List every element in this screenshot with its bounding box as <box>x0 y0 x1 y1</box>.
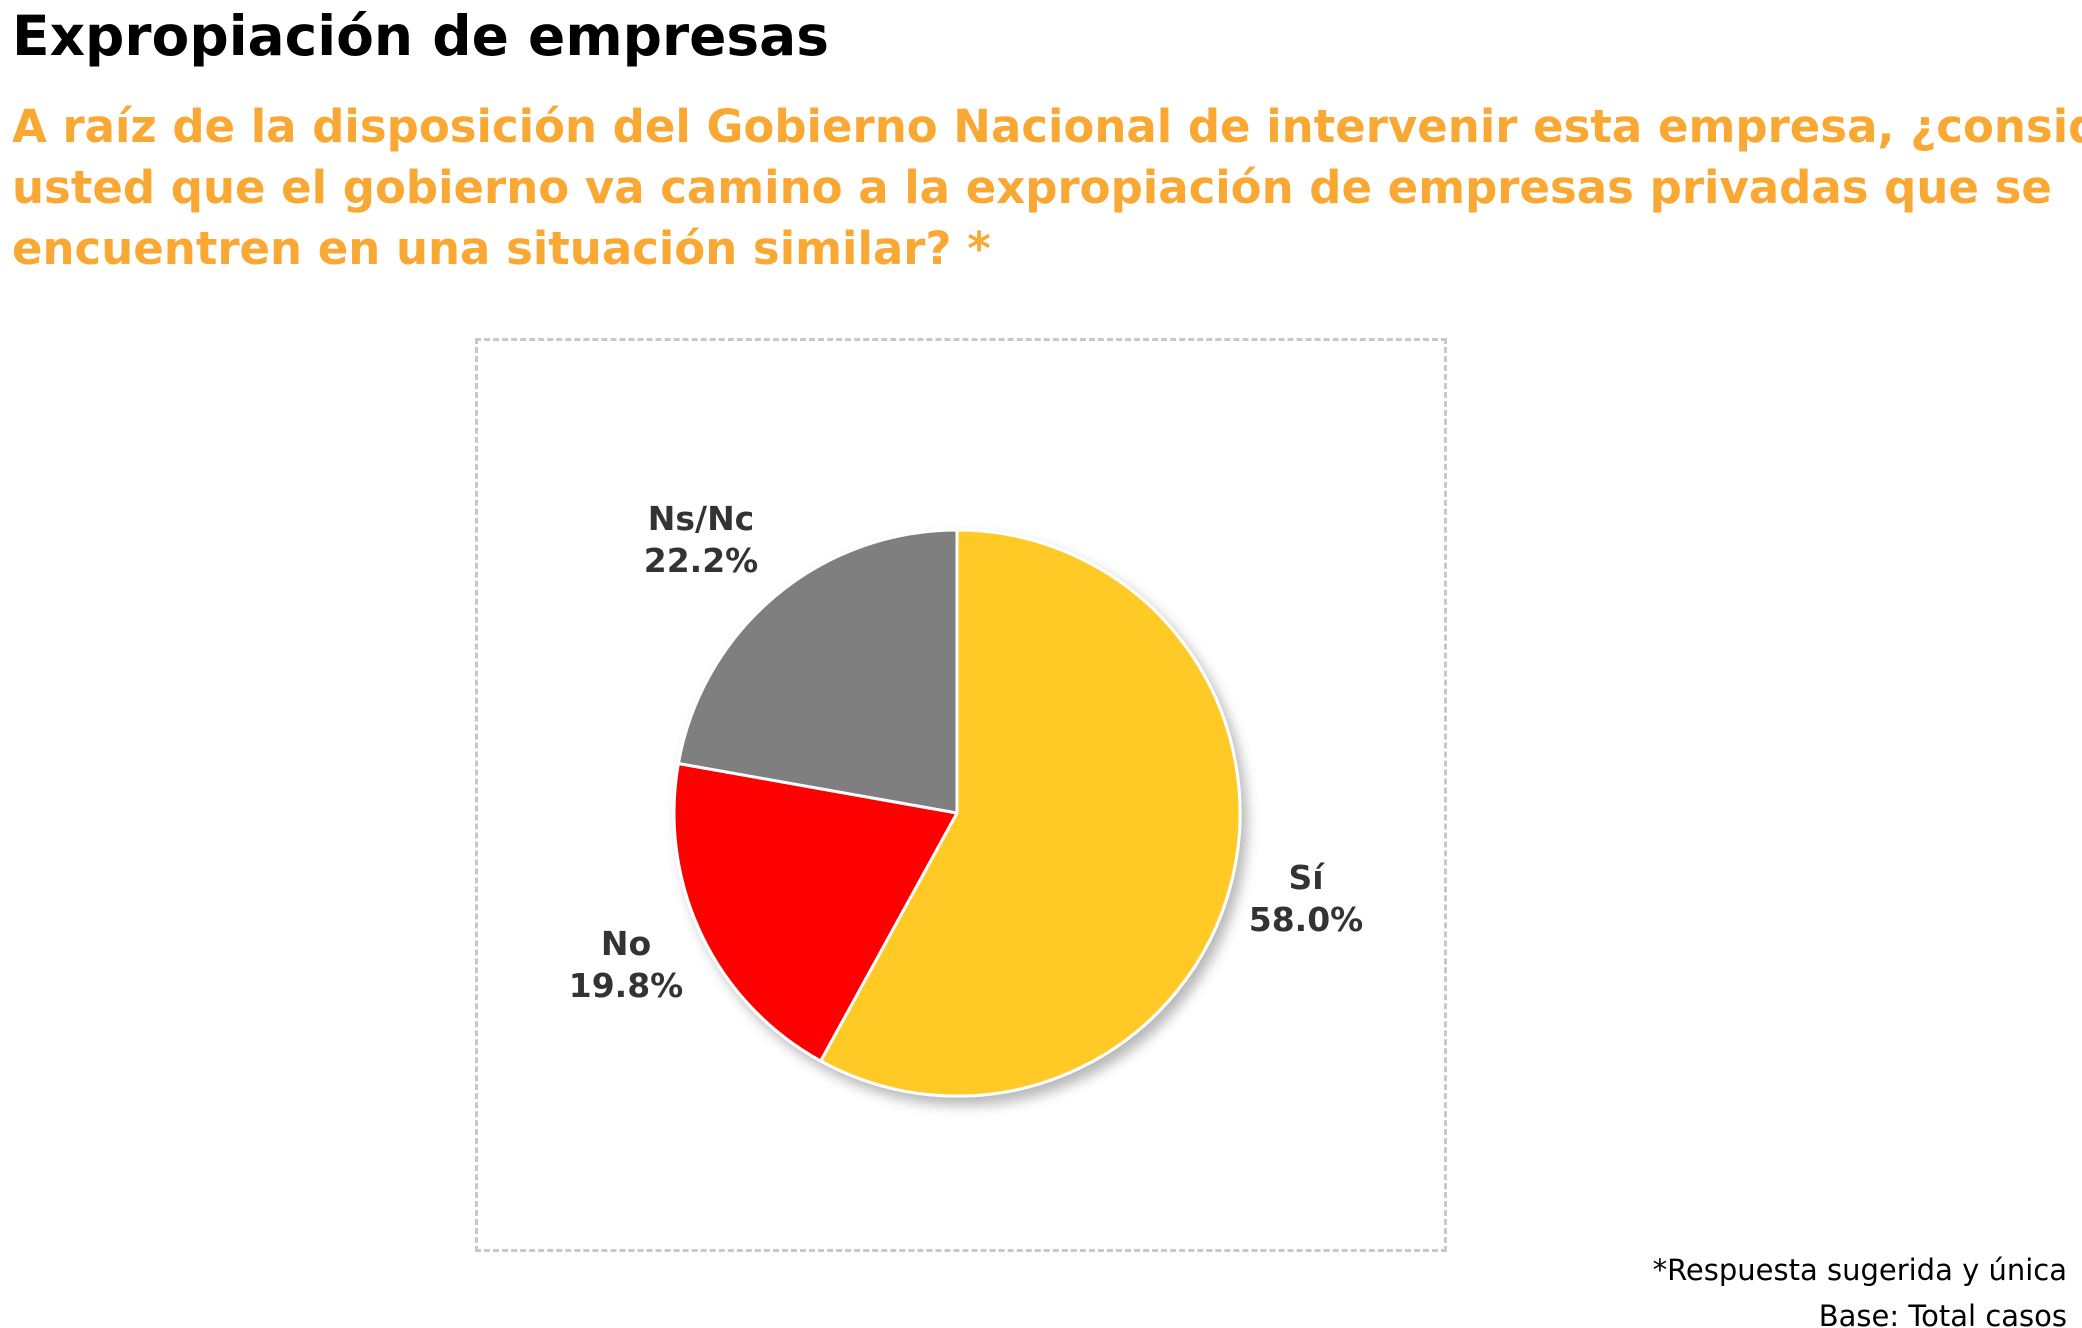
question-line-3: encuentren en una situación similar? * <box>12 222 991 275</box>
slice-value-si: 58.0% <box>1249 900 1364 939</box>
slice-label-ns-nc: Ns/Nc <box>648 499 755 538</box>
slice-label-si: Sí <box>1288 858 1325 897</box>
chart-frame <box>475 338 1447 1252</box>
footnote-note: *Respuesta sugerida y única <box>1652 1253 2067 1287</box>
slice-value-no: 19.8% <box>569 966 684 1005</box>
page-title: Expropiación de empresas <box>12 4 830 68</box>
pie-slice-ns-nc <box>676 528 959 815</box>
footnote-base: Base: Total casos <box>1818 1299 2067 1328</box>
pie-slice-no <box>672 761 959 1063</box>
pie-slice-si <box>819 528 1242 1098</box>
question-line-2: usted que el gobierno va camino a la exp… <box>12 161 2052 214</box>
question-line-1: A raíz de la disposición del Gobierno Na… <box>12 100 2082 153</box>
question-text: A raíz de la disposición del Gobierno Na… <box>12 96 2082 279</box>
slice-value-ns-nc: 22.2% <box>644 541 759 580</box>
slice-label-no: No <box>601 924 651 963</box>
